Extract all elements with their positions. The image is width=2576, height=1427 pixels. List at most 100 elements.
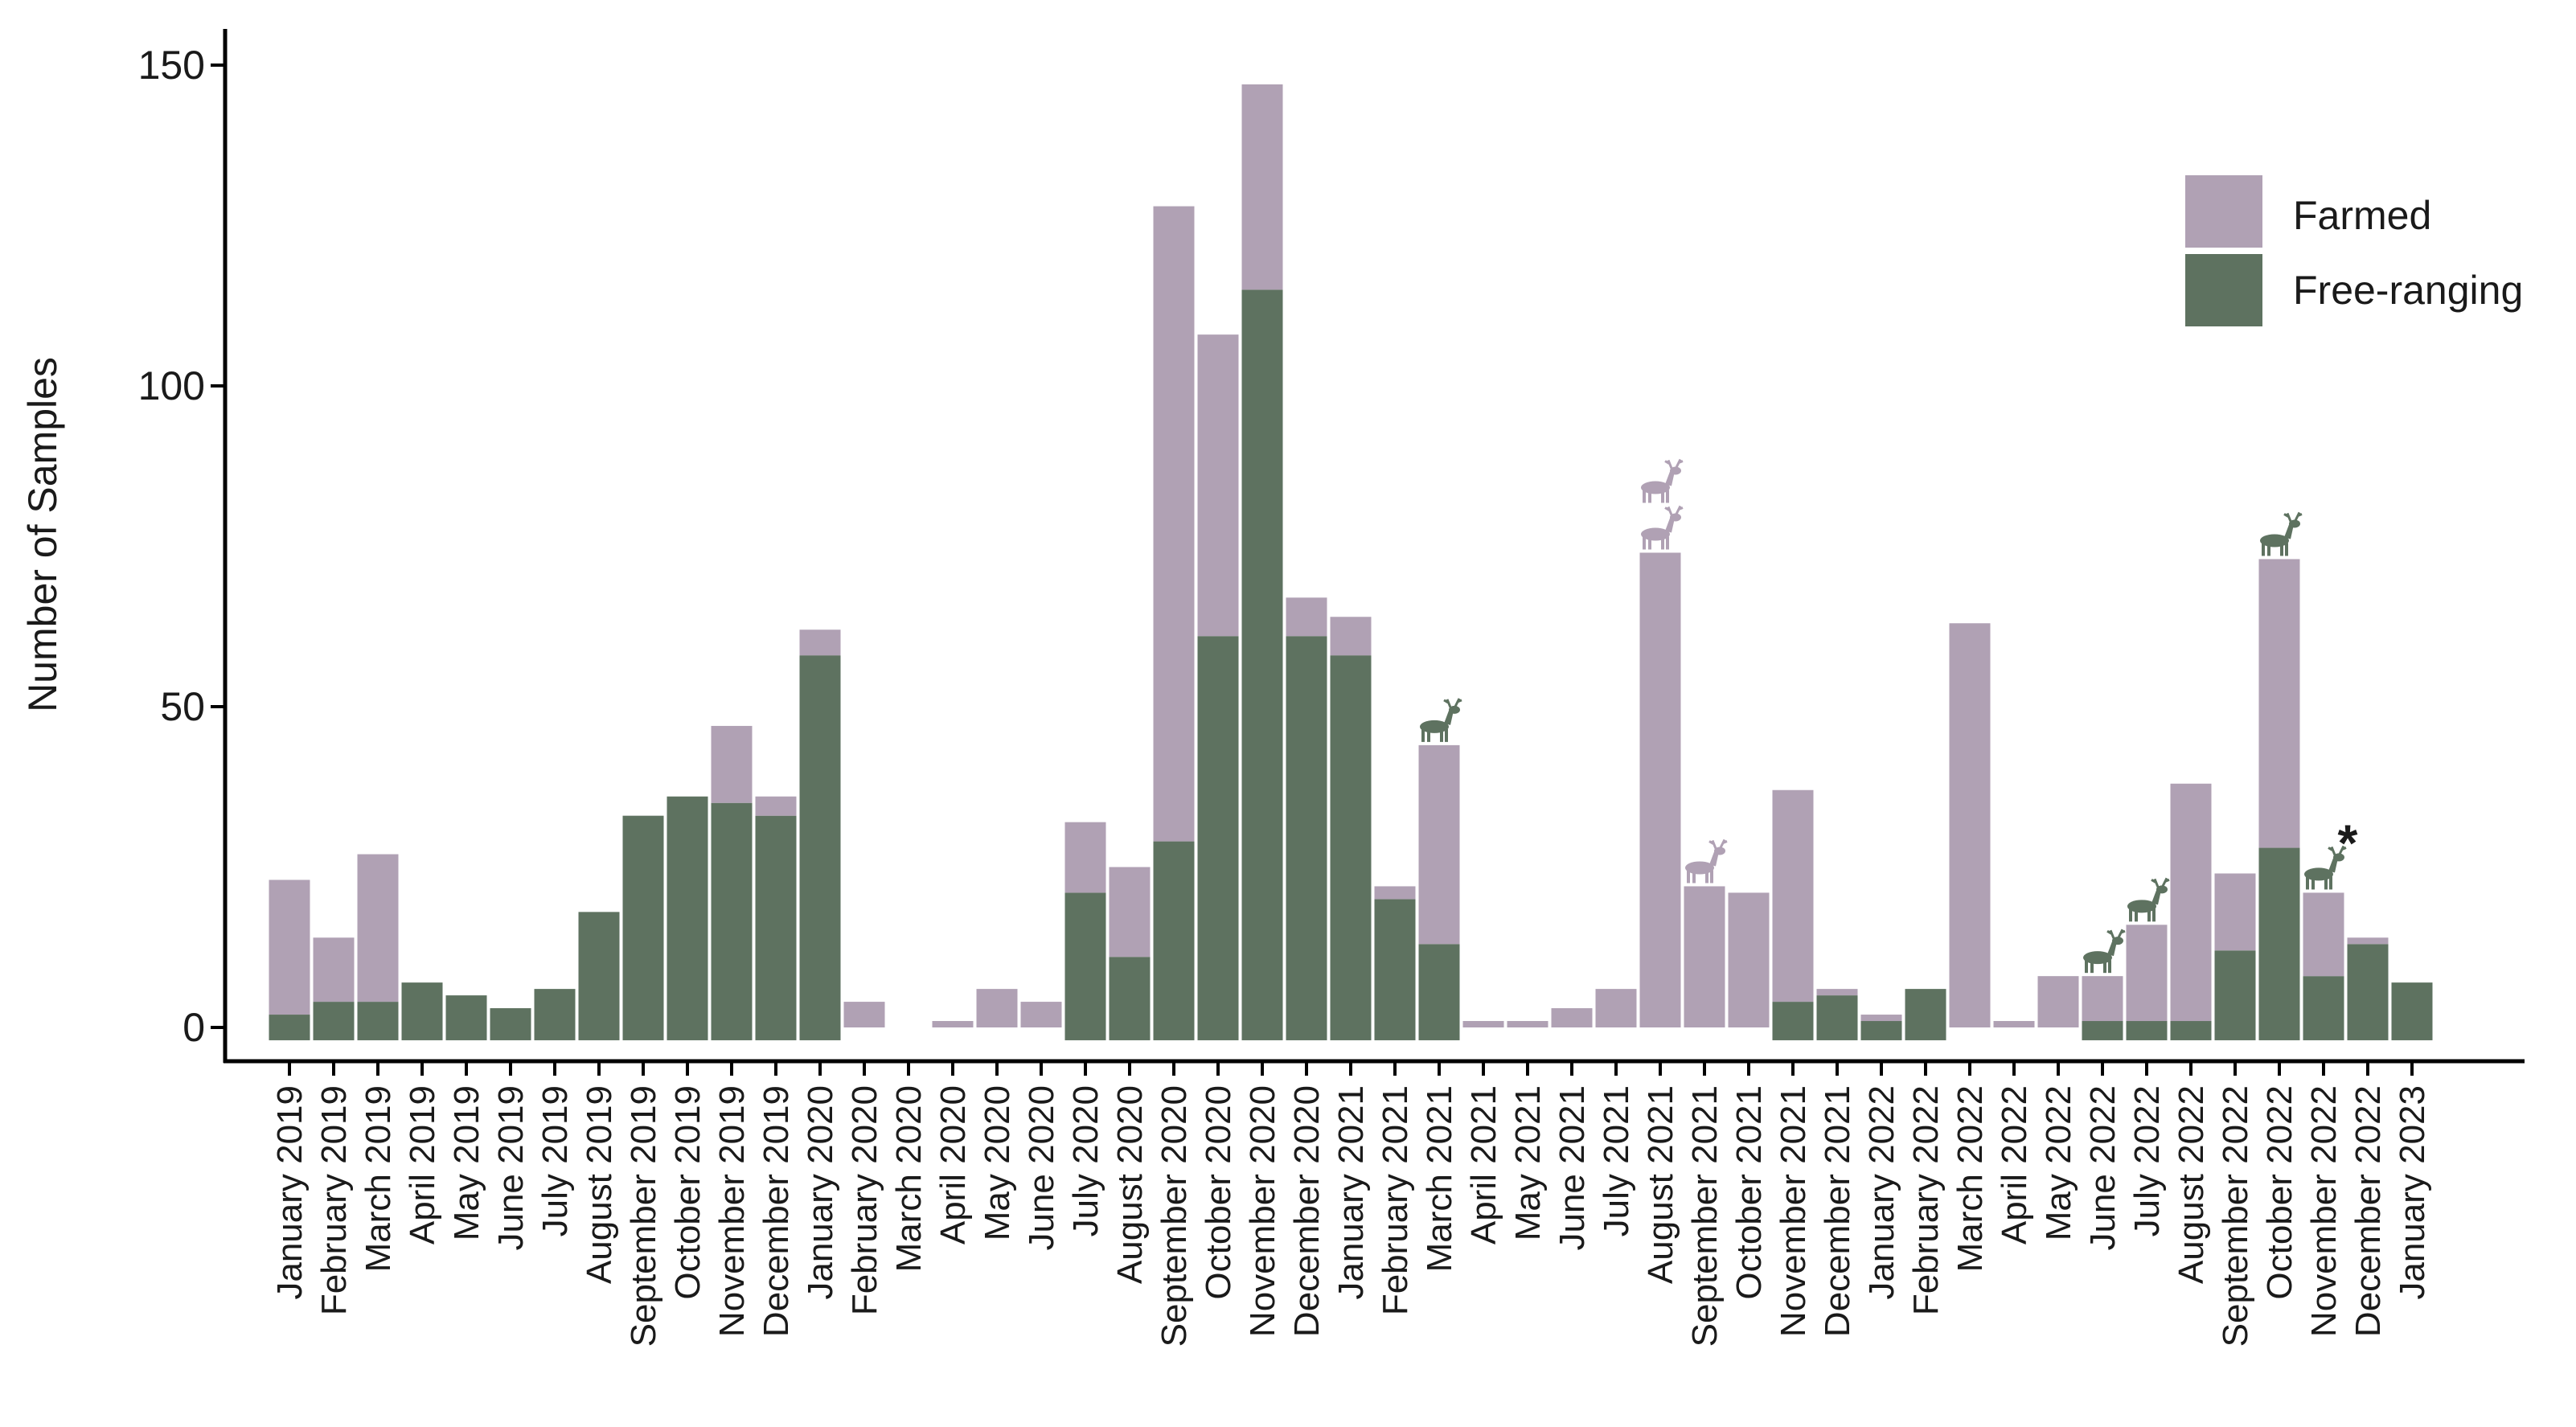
x-tick-label: May 2022	[2039, 1085, 2078, 1240]
x-tick-label: September 2021	[1685, 1085, 1725, 1347]
x-tick-label: December 2021	[1818, 1085, 1857, 1337]
deer-icon-part	[2152, 908, 2156, 922]
deer-icon-part	[1443, 698, 1462, 708]
x-tick-label: January 2021	[1331, 1085, 1371, 1300]
x-tick-label: October 2019	[668, 1085, 708, 1300]
deer-icon-part	[1421, 728, 1425, 742]
bar-free-ranging	[1197, 636, 1239, 1040]
deer-icon-part	[1643, 536, 1646, 550]
bar-farmed	[1684, 886, 1725, 1027]
bar-free-ranging	[2391, 982, 2433, 1040]
legend-swatch-farmed	[2185, 175, 2262, 248]
deer-icon-part	[1714, 847, 1725, 855]
bar-free-ranging	[2303, 976, 2344, 1040]
x-tick-label: July 2019	[535, 1085, 575, 1236]
x-tick-label: September 2022	[2216, 1085, 2255, 1347]
bar-free-ranging	[2214, 950, 2256, 1040]
bar-free-ranging	[1286, 636, 1327, 1040]
x-tick-label: March 2021	[1420, 1085, 1459, 1272]
deer-icon-part	[1710, 870, 1713, 884]
bar-farmed	[2037, 976, 2079, 1027]
x-tick-label: October 2021	[1729, 1085, 1769, 1300]
bar-free-ranging	[578, 912, 620, 1040]
bar-farmed	[1551, 1008, 1593, 1027]
x-ticks: January 2019 February 2019 March 2019 April…	[270, 1061, 2432, 1347]
deer-icon-part	[1670, 513, 1681, 522]
x-tick-label: October 2022	[2260, 1085, 2299, 1300]
x-tick-label: April 2020	[933, 1085, 973, 1245]
bar-farmed	[2082, 976, 2123, 1022]
bar-farmed	[1109, 867, 1151, 957]
deer-icon-part	[1664, 505, 1684, 516]
deer-icon	[1641, 505, 1684, 550]
bar-farmed	[2347, 937, 2389, 945]
x-tick-label: December 2022	[2348, 1085, 2388, 1337]
deer-icon-part	[2151, 890, 2161, 905]
bars-layer	[269, 84, 2433, 1040]
bar-free-ranging	[1374, 899, 1416, 1040]
bar-farmed	[1772, 789, 1814, 1003]
bar-farmed	[1020, 1002, 1062, 1027]
deer-icon-part	[1445, 728, 1448, 742]
bar-free-ranging	[1772, 1002, 1814, 1040]
deer-icon-part	[2329, 876, 2332, 890]
deer-icon-part	[2267, 543, 2270, 556]
x-tick-label: February 2021	[1376, 1085, 1415, 1315]
bar-free-ranging	[755, 815, 797, 1040]
deer-icon-part	[1664, 458, 1684, 470]
y-tick-label: 100	[138, 363, 205, 408]
x-tick-label: February 2020	[845, 1085, 884, 1315]
x-tick-label: January 2020	[801, 1085, 840, 1300]
deer-icon-part	[2156, 885, 2168, 894]
deer-icon-part	[2328, 845, 2347, 855]
deer-icon-part	[1661, 537, 1664, 550]
deer-icon-part	[1665, 518, 1675, 533]
x-tick-label: January 2023	[2393, 1085, 2432, 1300]
bar-free-ranging	[1241, 289, 1283, 1040]
deer-icon-part	[2262, 543, 2265, 556]
bar-free-ranging	[2170, 1021, 2212, 1040]
deer-icon-part	[2306, 876, 2309, 890]
deer-icon-part	[2285, 543, 2288, 556]
x-tick-label: April 2022	[1995, 1085, 2034, 1245]
y-tick-label: 150	[138, 43, 205, 88]
legend: Farmed Free-ranging	[2185, 175, 2523, 326]
bar-free-ranging	[490, 1008, 531, 1040]
x-tick-label: August 2021	[1641, 1085, 1680, 1284]
deer-icon-part	[1449, 705, 1460, 714]
bar-farmed	[2303, 892, 2344, 977]
deer-icon-part	[1709, 851, 1719, 867]
deer-icon-part	[1670, 466, 1681, 475]
bar-free-ranging	[2126, 1021, 2168, 1040]
deer-icon	[2083, 929, 2126, 974]
bar-farmed	[1728, 892, 1770, 1027]
x-tick-label: July 2022	[2127, 1085, 2167, 1236]
bar-free-ranging	[1153, 841, 1195, 1040]
deer-icon-part	[1444, 710, 1454, 725]
x-tick-label: September 2019	[624, 1085, 663, 1347]
bar-farmed	[843, 1002, 885, 1027]
deer-icon-part	[1661, 490, 1664, 503]
deer-icon-part	[1705, 871, 1708, 884]
deer-icon	[2304, 845, 2347, 890]
legend-label-free-ranging: Free-ranging	[2293, 268, 2523, 313]
deer-icon	[1420, 698, 1462, 742]
x-tick-label: December 2020	[1287, 1085, 1327, 1337]
x-tick-label: August 2022	[2172, 1085, 2211, 1284]
bar-free-ranging	[2082, 1021, 2123, 1040]
bar-free-ranging	[269, 1015, 310, 1040]
bar-farmed	[1462, 1021, 1504, 1027]
bar-farmed	[1241, 84, 1283, 290]
bar-farmed	[1949, 623, 1991, 1027]
deer-icon-part	[2151, 877, 2170, 888]
deer-icon-part	[2129, 908, 2132, 922]
x-tick-label: July 2020	[1066, 1085, 1105, 1236]
bar-free-ranging	[313, 1002, 355, 1040]
legend-label-farmed: Farmed	[2293, 193, 2431, 238]
deer-icon-part	[2311, 877, 2315, 890]
bar-farmed	[357, 854, 399, 1003]
bar-free-ranging	[534, 989, 576, 1040]
bar-farmed	[269, 880, 310, 1015]
deer-icon	[2127, 877, 2170, 922]
bar-free-ranging	[401, 982, 443, 1040]
